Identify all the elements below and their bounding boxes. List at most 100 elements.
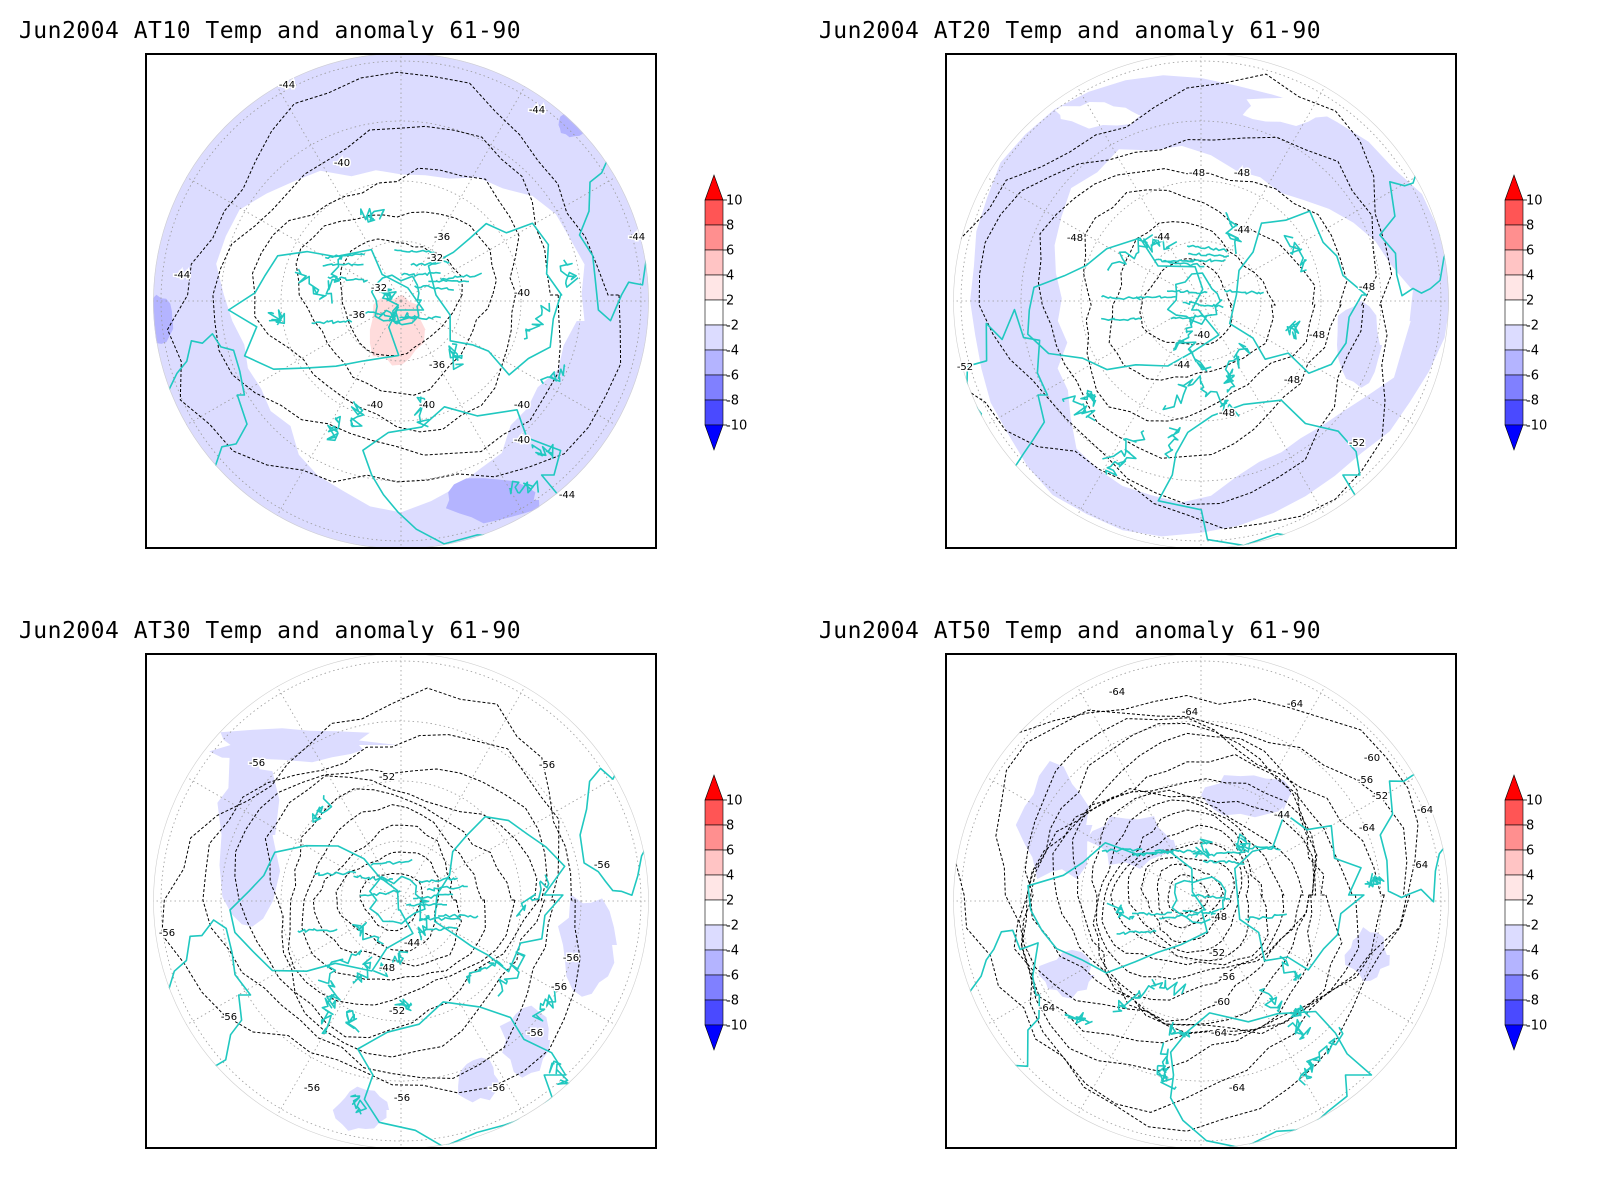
- colorbar-segment: [1504, 824, 1524, 851]
- colorbar-label: -4: [726, 944, 739, 959]
- colorbar-segment: [704, 349, 724, 376]
- colorbar-label: -8: [1526, 994, 1539, 1009]
- colorbar-segment: [1504, 199, 1524, 226]
- colorbar-label: 10: [726, 194, 743, 209]
- colorbar-label: -2: [1526, 319, 1539, 334]
- colorbar: 10 8 6 4 2 -2 -4 -6 -8 -10: [1504, 174, 1575, 460]
- colorbar-segment: [1504, 399, 1524, 426]
- contour-label: -44: [1174, 360, 1190, 371]
- colorbar-label: 4: [726, 869, 734, 884]
- colorbar-segment: [1504, 299, 1524, 326]
- contour-label: -64: [1182, 707, 1198, 718]
- colorbar-label: 4: [726, 269, 734, 284]
- graticule: [153, 655, 649, 1147]
- colorbar-label: 4: [1526, 869, 1534, 884]
- colorbar-label: -10: [726, 419, 747, 434]
- colorbar-min-arrow: [704, 424, 724, 451]
- colorbar-min-arrow: [704, 1024, 724, 1051]
- contour-label: -52: [957, 362, 973, 373]
- contour-label: -44: [1154, 232, 1170, 243]
- contour-label: -56: [394, 1093, 410, 1104]
- contour-label: -44: [559, 490, 575, 501]
- contour-label: -52: [379, 772, 395, 783]
- colorbar-segment: [704, 224, 724, 251]
- colorbar: 10 8 6 4 2 -2 -4 -6 -8 -10: [704, 774, 775, 1060]
- colorbar-label: -2: [726, 319, 739, 334]
- colorbar-max-arrow: [704, 174, 724, 201]
- colorbar-segment: [704, 874, 724, 901]
- contour-label: -64: [1211, 1028, 1227, 1039]
- contour-label: -40: [514, 435, 530, 446]
- colorbar-segment: [704, 374, 724, 401]
- contour-label: -40: [367, 400, 383, 411]
- contour-label: -56: [489, 1083, 505, 1094]
- contour-label: -64: [1039, 1003, 1055, 1014]
- colorbar-label: 8: [1526, 819, 1534, 834]
- contour-label: -48: [1284, 375, 1300, 386]
- contour-label: -64: [1109, 687, 1125, 698]
- coastlines: [965, 148, 1449, 547]
- contour-label: -44: [279, 80, 295, 91]
- colorbar-label: 8: [726, 219, 734, 234]
- colorbar-segment: [1504, 899, 1524, 926]
- colorbar-label: 10: [1526, 794, 1543, 809]
- graticule: [153, 55, 649, 547]
- polar-map: -64 -64 -64 -60 -56 -52 -44 -48 -52 -56 -60 -64 -64 -…: [945, 653, 1457, 1149]
- contour-label: -64: [1229, 1083, 1245, 1094]
- colorbar-label: -10: [1526, 419, 1547, 434]
- contour-label: -48: [1067, 233, 1083, 244]
- colorbar-segment: [1504, 949, 1524, 976]
- colorbar-segment: [704, 924, 724, 951]
- colorbar-label: -6: [1526, 969, 1539, 984]
- colorbar-min-arrow: [1504, 1024, 1524, 1051]
- contour-label: -32: [427, 253, 443, 264]
- panel-at30: Jun2004 AT30 Temp and anomaly 61-90 -56-…: [0, 600, 760, 1160]
- colorbar-segment: [704, 274, 724, 301]
- contour-label: -48: [1219, 408, 1235, 419]
- contour-label: -40: [514, 288, 530, 299]
- colorbar-segment: [704, 799, 724, 826]
- colorbar-segment: [1504, 999, 1524, 1026]
- contour-label: -40: [514, 400, 530, 411]
- contour-label: -36: [429, 360, 445, 371]
- contour-label: -44: [529, 105, 545, 116]
- colorbar-label: 6: [1526, 844, 1534, 859]
- colorbar-segment: [704, 399, 724, 426]
- colorbar-segment: [1504, 349, 1524, 376]
- colorbar-label: 8: [726, 819, 734, 834]
- colorbar-label: -8: [1526, 394, 1539, 409]
- contour-label: -44: [404, 938, 420, 949]
- colorbar-segment: [1504, 849, 1524, 876]
- contour-label: -56: [159, 928, 175, 939]
- colorbar-label: -4: [1526, 344, 1539, 359]
- colorbar-segment: [1504, 924, 1524, 951]
- colorbar-segment: [704, 999, 724, 1026]
- polar-map: -44 -44 -40 -36 -32 -32 -36 -36 -40 -40 -40 -40 -44 -…: [145, 53, 657, 549]
- colorbar-label: 10: [1526, 194, 1543, 209]
- contour-label: -52: [1372, 791, 1388, 802]
- colorbar-label: 2: [1526, 894, 1534, 909]
- contour-label: -60: [1214, 997, 1230, 1008]
- contour-label: -56: [527, 1028, 543, 1039]
- coastlines: [166, 759, 649, 1147]
- colorbar-segment: [1504, 249, 1524, 276]
- colorbar-label: 2: [726, 894, 734, 909]
- colorbar-label: 10: [726, 794, 743, 809]
- polar-map: -56 -52 -56 -56 -44 -48 -52 -56 -56 -56 -56 -56 -56 -…: [145, 653, 657, 1149]
- colorbar-segment: [704, 199, 724, 226]
- contour-label: -64: [1412, 860, 1428, 871]
- anomaly-shading: [1015, 761, 1390, 999]
- contour-label: -44: [1274, 810, 1290, 821]
- colorbar-segment: [1504, 799, 1524, 826]
- contour-label: -48: [1359, 282, 1375, 293]
- colorbar-label: 6: [1526, 244, 1534, 259]
- contour-label: -40: [419, 400, 435, 411]
- colorbar-max-arrow: [704, 774, 724, 801]
- contour-label: -56: [221, 1012, 237, 1023]
- colorbar: 10 8 6 4 2 -2 -4 -6 -8 -10: [1504, 774, 1575, 1060]
- colorbar-label: 4: [1526, 269, 1534, 284]
- colorbar-label: 8: [1526, 219, 1534, 234]
- colorbar-label: -2: [1526, 919, 1539, 934]
- contour-label: -48: [1234, 168, 1250, 179]
- coastlines: [966, 759, 1449, 1147]
